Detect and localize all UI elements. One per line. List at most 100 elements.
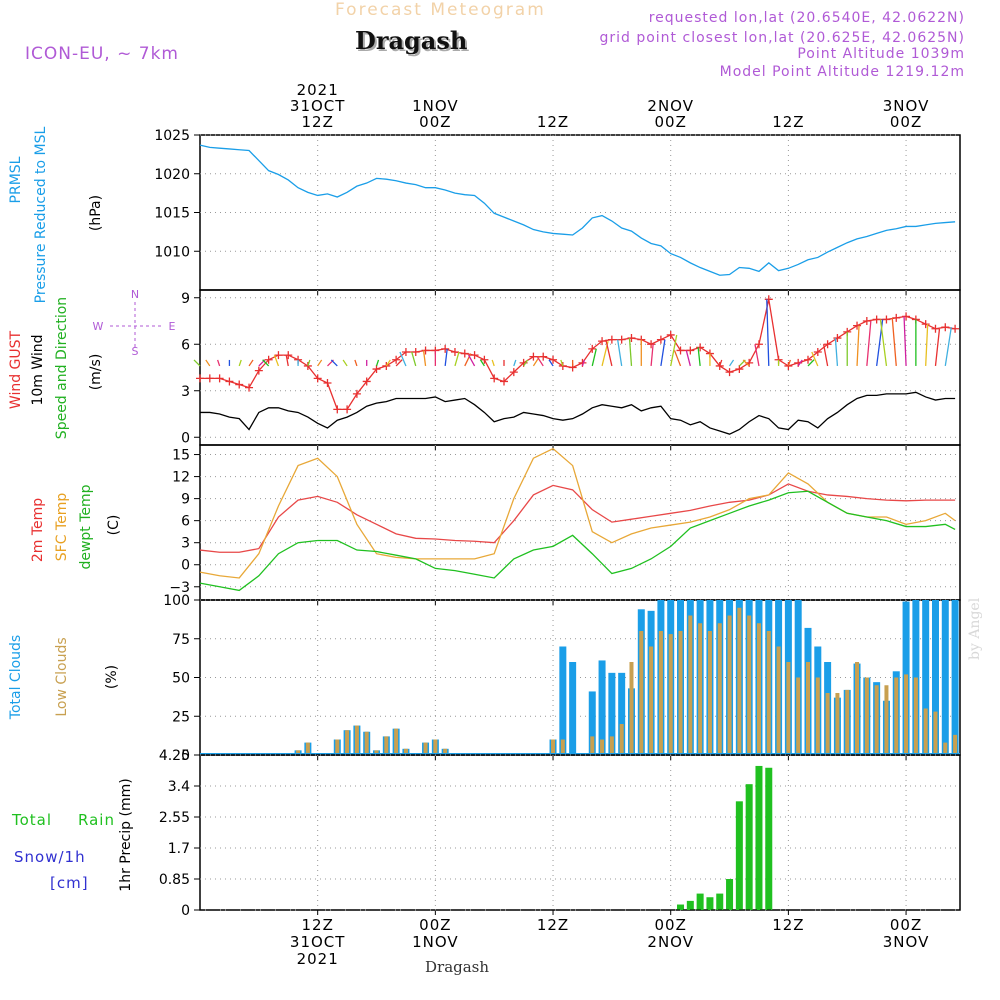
gust-marker bbox=[264, 355, 273, 364]
precip-bar bbox=[716, 893, 724, 910]
low-cloud-bar bbox=[737, 607, 742, 755]
gust-marker bbox=[323, 379, 332, 387]
wind-direction-arrow bbox=[605, 339, 613, 367]
wind-legend-label: 10m Wind bbox=[30, 334, 46, 405]
compass-letter: E bbox=[169, 320, 176, 333]
wind-series-line bbox=[200, 391, 956, 435]
gust-marker bbox=[666, 330, 675, 339]
wind-direction-arrow bbox=[628, 338, 633, 366]
bottom-time-label: 12Z bbox=[537, 916, 569, 934]
gust-marker bbox=[529, 352, 538, 361]
gust-marker bbox=[862, 317, 871, 325]
low-cloud-bar bbox=[345, 730, 350, 755]
gust-marker bbox=[333, 405, 342, 414]
gust-marker bbox=[254, 366, 263, 375]
compass-cross bbox=[110, 302, 162, 350]
wind-direction-arrow bbox=[536, 356, 544, 367]
low-cloud-bar bbox=[923, 708, 928, 755]
low-cloud-bar bbox=[786, 662, 791, 755]
top-time-label: 00Z bbox=[890, 113, 922, 131]
gust-marker bbox=[902, 312, 911, 321]
gust-marker bbox=[588, 344, 597, 353]
wind-direction-arrow bbox=[464, 353, 472, 367]
low-cloud-bar bbox=[639, 631, 644, 755]
requested-coordinates: requested lon,lat (20.6540E, 42.0622N) bbox=[648, 10, 965, 26]
wind-direction-arrow bbox=[193, 359, 201, 367]
precip-ytick-label: 0 bbox=[181, 903, 190, 919]
compass-icon: N W E S bbox=[93, 288, 176, 358]
top-time-label: 31OCT bbox=[290, 97, 346, 115]
gust-marker bbox=[245, 383, 254, 392]
low-cloud-bar bbox=[845, 689, 850, 755]
low-cloud-bar bbox=[394, 728, 399, 755]
precip-bar bbox=[696, 893, 704, 910]
precip-bar bbox=[765, 767, 773, 910]
low-cloud-bar bbox=[443, 748, 448, 755]
low-cloud-bar bbox=[668, 634, 673, 755]
precip-ytick-label: 1.7 bbox=[168, 841, 190, 857]
temperature-ytick-label: 15 bbox=[172, 448, 190, 464]
low-cloud-bar bbox=[629, 662, 634, 755]
gust-marker bbox=[343, 405, 352, 414]
gust-marker bbox=[284, 351, 293, 360]
model-point-altitude: Model Point Altitude 1219.12m bbox=[719, 64, 965, 80]
low-cloud-bar bbox=[305, 742, 310, 755]
temperature-ytick-label: −3 bbox=[169, 580, 190, 596]
low-cloud-bar bbox=[943, 742, 948, 755]
gust-marker bbox=[931, 324, 940, 333]
cloud-legend-label: Low Clouds bbox=[54, 637, 70, 716]
precip-bar bbox=[706, 897, 714, 910]
precip-legend-rain: Rain bbox=[78, 811, 115, 829]
top-time-label: 00Z bbox=[655, 113, 687, 131]
wind-direction-arrow bbox=[216, 359, 221, 367]
wind-direction-arrow bbox=[660, 339, 666, 367]
temperature-ytick-label: 3 bbox=[181, 536, 190, 552]
gust-marker bbox=[882, 315, 891, 324]
gust-marker bbox=[696, 343, 705, 352]
wind-direction-arrow bbox=[729, 359, 735, 367]
pressure-ytick-label: 1015 bbox=[154, 206, 190, 222]
low-cloud-bar bbox=[953, 734, 958, 755]
gust-marker bbox=[617, 335, 626, 344]
low-cloud-bar bbox=[619, 724, 624, 755]
low-cloud-bar bbox=[335, 739, 340, 755]
gust-marker bbox=[892, 313, 901, 322]
gust-marker bbox=[676, 346, 685, 355]
gust-marker bbox=[205, 374, 214, 383]
place-name: Dragash bbox=[355, 26, 468, 55]
bottom-time-label: 00Z bbox=[655, 916, 687, 934]
low-cloud-bar bbox=[354, 725, 359, 755]
low-cloud-bar bbox=[835, 693, 840, 755]
temp-legend-label: SFC Temp bbox=[54, 493, 70, 562]
precip-bar bbox=[677, 904, 685, 910]
wind-direction-arrow bbox=[205, 359, 211, 367]
gust-marker bbox=[598, 337, 607, 346]
compass-letter: N bbox=[131, 288, 139, 301]
wind-direction-arrow bbox=[395, 359, 403, 367]
gust-marker bbox=[627, 334, 636, 343]
low-cloud-bar bbox=[296, 750, 301, 755]
top-time-label: 12Z bbox=[772, 113, 804, 131]
precip-ytick-label: 2.55 bbox=[159, 810, 190, 826]
bottom-time-label: 00Z bbox=[419, 916, 451, 934]
gust-marker bbox=[872, 315, 881, 324]
wind-unit-label: (m/s) bbox=[88, 354, 104, 391]
pressure-ytick-label: 1020 bbox=[154, 167, 190, 183]
wind-direction-arrow bbox=[811, 351, 819, 367]
low-cloud-bar bbox=[855, 662, 860, 755]
meteogram-title: Forecast Meteogram bbox=[335, 0, 546, 20]
wind-direction-arrow bbox=[454, 351, 460, 367]
gust-marker bbox=[372, 365, 381, 374]
bottom-time-label: 12Z bbox=[772, 916, 804, 934]
cloud-unit-label: (%) bbox=[104, 665, 120, 689]
top-time-label: 2NOV bbox=[647, 97, 694, 115]
wind-direction-arrow bbox=[523, 359, 529, 367]
precip-bar bbox=[735, 801, 743, 910]
gust-marker bbox=[313, 374, 322, 383]
clouds-ytick-label: 25 bbox=[172, 709, 190, 725]
precip-legend-total: Total bbox=[11, 811, 52, 829]
pressure-ytick-label: 1010 bbox=[154, 244, 190, 260]
wind-direction-arrow bbox=[697, 347, 701, 367]
wind-direction-arrow bbox=[375, 359, 380, 367]
